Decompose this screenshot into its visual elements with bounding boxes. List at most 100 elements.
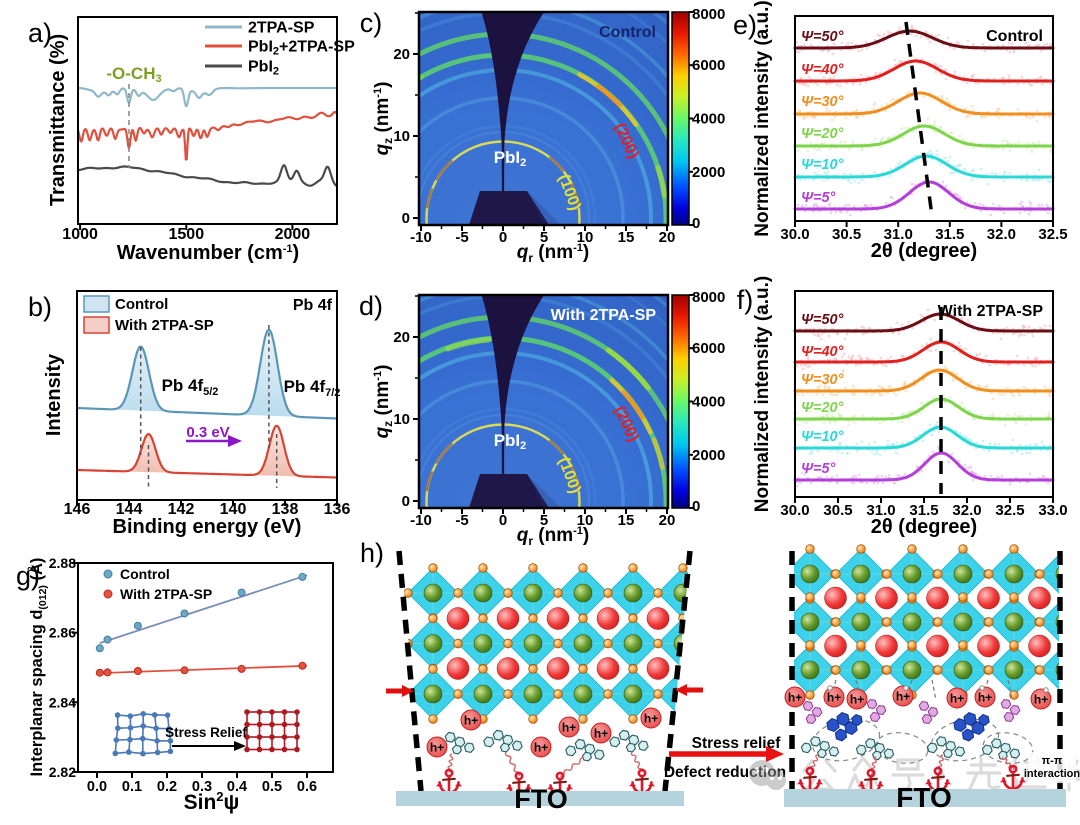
svg-text:-O-CH3: -O-CH3 bbox=[106, 64, 161, 85]
svg-text:Ψ=40°: Ψ=40° bbox=[801, 344, 844, 360]
svg-text:0: 0 bbox=[402, 210, 410, 227]
svg-text:32.5: 32.5 bbox=[995, 502, 1024, 519]
svg-text:h+: h+ bbox=[950, 691, 964, 705]
svg-text:15: 15 bbox=[618, 229, 635, 246]
svg-text:8000: 8000 bbox=[692, 6, 725, 23]
svg-text:b): b) bbox=[28, 292, 52, 322]
svg-text:Normalized intensity (a.u.): Normalized intensity (a.u.) bbox=[752, 276, 773, 512]
svg-text:0: 0 bbox=[692, 498, 700, 515]
svg-text:Wavenumber (cm-1): Wavenumber (cm-1) bbox=[117, 242, 299, 264]
svg-text:146: 146 bbox=[64, 501, 91, 518]
svg-text:h+: h+ bbox=[594, 726, 608, 740]
svg-text:0: 0 bbox=[499, 229, 507, 246]
svg-text:10: 10 bbox=[393, 411, 410, 428]
svg-text:h+: h+ bbox=[644, 711, 658, 725]
svg-text:FTO: FTO bbox=[896, 782, 951, 813]
svg-text:20: 20 bbox=[659, 229, 676, 246]
svg-text:Ψ=10°: Ψ=10° bbox=[801, 429, 844, 445]
svg-text:0: 0 bbox=[402, 493, 410, 510]
svg-text:h+: h+ bbox=[978, 690, 992, 704]
svg-text:Pb 4f: Pb 4f bbox=[293, 297, 333, 314]
svg-text:20: 20 bbox=[659, 512, 676, 529]
svg-text:d): d) bbox=[359, 291, 383, 321]
svg-text:Ψ=20°: Ψ=20° bbox=[801, 400, 844, 416]
svg-text:Ψ=5°: Ψ=5° bbox=[801, 461, 836, 477]
svg-text:0.5: 0.5 bbox=[262, 779, 282, 795]
svg-text:2θ (degree): 2θ (degree) bbox=[871, 240, 977, 262]
svg-text:Control: Control bbox=[599, 24, 656, 41]
svg-text:With 2TPA-SP: With 2TPA-SP bbox=[551, 307, 657, 324]
svg-text:6000: 6000 bbox=[692, 57, 725, 74]
svg-text:-5: -5 bbox=[455, 512, 468, 529]
svg-text:Control: Control bbox=[986, 28, 1043, 45]
svg-text:2.88: 2.88 bbox=[49, 555, 76, 571]
svg-text:h+: h+ bbox=[827, 690, 841, 704]
svg-text:136: 136 bbox=[324, 501, 351, 518]
svg-text:0.3 eV: 0.3 eV bbox=[186, 424, 229, 441]
svg-text:h+: h+ bbox=[562, 720, 576, 734]
svg-text:Ψ=30°: Ψ=30° bbox=[801, 94, 844, 110]
svg-text:0.0: 0.0 bbox=[87, 779, 107, 795]
svg-text:Transmittance (%): Transmittance (%) bbox=[47, 34, 69, 206]
svg-text:0: 0 bbox=[499, 512, 507, 529]
svg-text:Ψ=5°: Ψ=5° bbox=[801, 190, 836, 206]
svg-text:With 2TPA-SP: With 2TPA-SP bbox=[120, 586, 212, 602]
svg-text:2000: 2000 bbox=[692, 164, 725, 181]
svg-text:30.0: 30.0 bbox=[780, 226, 809, 243]
svg-text:Binding energy (eV): Binding energy (eV) bbox=[113, 516, 302, 538]
svg-text:h+: h+ bbox=[788, 690, 802, 704]
svg-text:0.1: 0.1 bbox=[122, 779, 142, 795]
svg-text:1500: 1500 bbox=[169, 226, 205, 243]
svg-text:10: 10 bbox=[393, 128, 410, 145]
svg-text:h+: h+ bbox=[464, 713, 478, 727]
svg-text:Intensity: Intensity bbox=[43, 353, 65, 436]
svg-text:2000: 2000 bbox=[692, 447, 725, 464]
svg-text:Ψ=40°: Ψ=40° bbox=[801, 62, 844, 78]
svg-text:Ψ=30°: Ψ=30° bbox=[801, 372, 844, 388]
svg-text:2.86: 2.86 bbox=[49, 625, 76, 641]
svg-text:0.6: 0.6 bbox=[297, 779, 317, 795]
svg-text:0: 0 bbox=[692, 215, 700, 232]
svg-text:PbI2+2TPA-SP: PbI2+2TPA-SP bbox=[248, 39, 355, 58]
svg-text:With 2TPA-SP: With 2TPA-SP bbox=[938, 303, 1044, 320]
svg-text:32.0: 32.0 bbox=[987, 226, 1016, 243]
svg-text:Ψ=10°: Ψ=10° bbox=[801, 157, 844, 173]
svg-text:Stress Relief: Stress Relief bbox=[165, 725, 247, 740]
svg-text:30.0: 30.0 bbox=[780, 502, 809, 519]
svg-text:f): f) bbox=[737, 285, 754, 315]
svg-text:2.84: 2.84 bbox=[49, 694, 76, 710]
svg-text:8000: 8000 bbox=[692, 289, 725, 306]
svg-text:15: 15 bbox=[618, 512, 635, 529]
svg-text:FTO: FTO bbox=[514, 784, 568, 814]
svg-text:h): h) bbox=[360, 538, 384, 568]
svg-text:Normalized intensity (a.u.): Normalized intensity (a.u.) bbox=[752, 0, 773, 236]
svg-text:Control: Control bbox=[115, 296, 168, 313]
svg-text:32.5: 32.5 bbox=[1038, 226, 1067, 243]
svg-text:0.2: 0.2 bbox=[157, 779, 177, 795]
svg-text:Ψ=20°: Ψ=20° bbox=[801, 126, 844, 142]
svg-text:33.0: 33.0 bbox=[1038, 502, 1067, 519]
svg-text:h+: h+ bbox=[534, 740, 548, 754]
svg-text:π-π: π-π bbox=[1042, 755, 1063, 767]
svg-text:h+: h+ bbox=[1034, 692, 1048, 706]
svg-text:2000: 2000 bbox=[275, 226, 311, 243]
svg-text:4000: 4000 bbox=[692, 111, 725, 128]
svg-text:2θ (degree): 2θ (degree) bbox=[871, 516, 977, 538]
svg-text:2.82: 2.82 bbox=[49, 764, 76, 780]
svg-text:4000: 4000 bbox=[692, 394, 725, 411]
svg-text:30.5: 30.5 bbox=[832, 226, 861, 243]
svg-text:20: 20 bbox=[393, 329, 410, 346]
svg-text:Ψ=50°: Ψ=50° bbox=[801, 312, 844, 328]
svg-text:Ψ=50°: Ψ=50° bbox=[801, 29, 844, 45]
svg-text:interaction: interaction bbox=[1024, 768, 1080, 780]
svg-text:-5: -5 bbox=[455, 229, 468, 246]
svg-text:1000: 1000 bbox=[62, 226, 98, 243]
svg-text:Sin2ψ: Sin2ψ bbox=[184, 789, 240, 814]
svg-text:h+: h+ bbox=[896, 689, 910, 703]
svg-text:With 2TPA-SP: With 2TPA-SP bbox=[115, 317, 214, 334]
svg-text:30.5: 30.5 bbox=[823, 502, 852, 519]
svg-text:h+: h+ bbox=[430, 740, 444, 754]
svg-text:20: 20 bbox=[393, 46, 410, 63]
svg-text:6000: 6000 bbox=[692, 340, 725, 357]
svg-text:h+: h+ bbox=[850, 692, 864, 706]
